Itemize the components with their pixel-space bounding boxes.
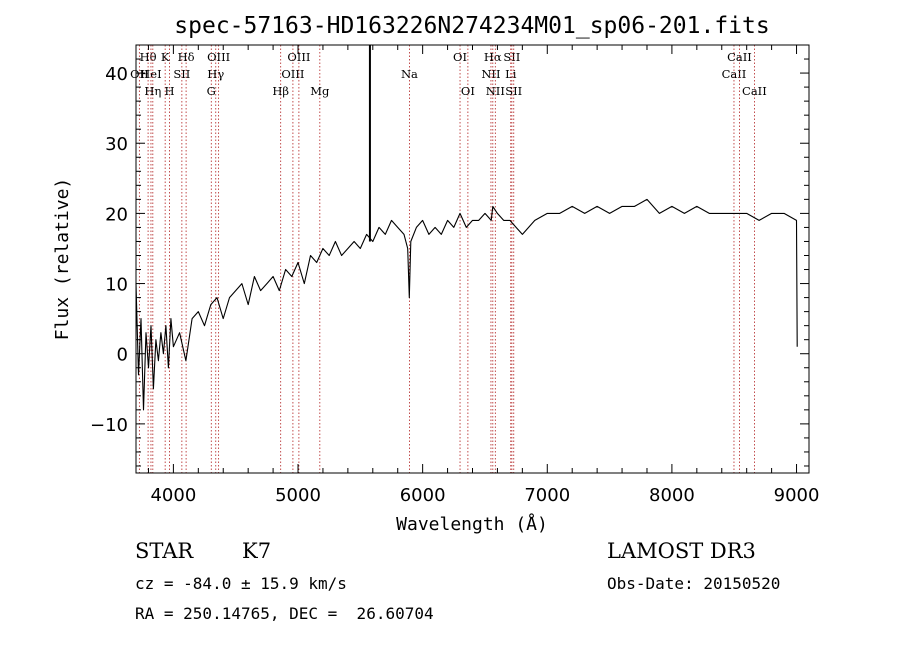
spectral-line-label-11: Hβ [272,84,289,98]
spectral-line-label-7: Hδ [178,50,195,64]
spectral-line-label-18: NII [481,67,500,81]
y-tick-label-2: 10 [105,275,128,296]
spectral-line-label-20: NII [486,84,505,98]
spectral-line-label-1: OII [130,67,149,81]
spectral-line-label-19: Hα [484,50,502,64]
axis-ticks: 4000 5000 6000 7000 8000 9000 −10 0 10 20 30 40 [90,45,819,506]
obs-date: Obs-Date: 20150520 [607,574,781,593]
y-tick-label-1: 0 [117,345,128,366]
survey-name: LAMOST DR3 [607,539,756,563]
x-tick-label-4: 8000 [649,485,695,506]
spectral-line-label-24: CaII [722,67,747,81]
x-axis-label: Wavelength (Å) [396,513,548,535]
y-tick-label-0: −10 [90,415,128,436]
x-tick-label-3: 7000 [524,485,570,506]
y-axis-label: Flux (relative) [52,178,73,341]
spectral-line-label-21: Li [505,67,517,81]
y-tick-label-3: 20 [105,204,128,225]
spectral-line-label-14: Mg [310,84,330,98]
x-tick-label-0: 4000 [150,485,196,506]
spectrum-line-0 [135,198,798,411]
y-tick-label-4: 30 [105,134,128,155]
plot-frame [135,44,810,474]
spectral-line-label-4: K [161,50,170,64]
x-tick-label-5: 9000 [774,485,820,506]
spectral-line-label-2: HeI [140,67,161,81]
redshift-readout: cz = -84.0 ± 15.9 km/s [135,574,347,593]
spectral-line-label-0: Hθ [140,50,157,64]
spectral-line-label-22: SII [503,50,520,64]
chart-title: spec-57163-HD163226N274234M01_sp06-201.f… [174,13,769,39]
y-tick-label-5: 40 [105,64,128,85]
spectral-line-label-23: SII [505,84,522,98]
spectral-line-label-25: CaII [727,50,752,64]
coordinates-readout: RA = 250.14765, DEC = 26.60704 [135,604,434,623]
spectral-line-label-16: OI [453,50,467,64]
spectrum-series [135,198,798,411]
spectral-line-label-10: OIII [207,50,230,64]
spectral-line-label-8: G [207,84,216,98]
spectral-line-label-9: Hγ [207,67,224,81]
spectral-line-label-17: OI [461,84,475,98]
spectral-line-label-15: Na [401,67,418,81]
spectral-line-label-26: CaII [742,84,767,98]
object-class: STAR [135,539,194,563]
x-tick-label-1: 5000 [275,485,321,506]
x-tick-label-2: 6000 [400,485,446,506]
spectral-line-label-12: OIII [281,67,304,81]
object-subclass: K7 [242,539,272,563]
spectral-line-label-6: SII [173,67,190,81]
spectral-line-label-13: OIII [287,50,310,64]
spectral-line-label-5: H [165,84,175,98]
spectral-line-label-3: Hη [144,84,161,98]
